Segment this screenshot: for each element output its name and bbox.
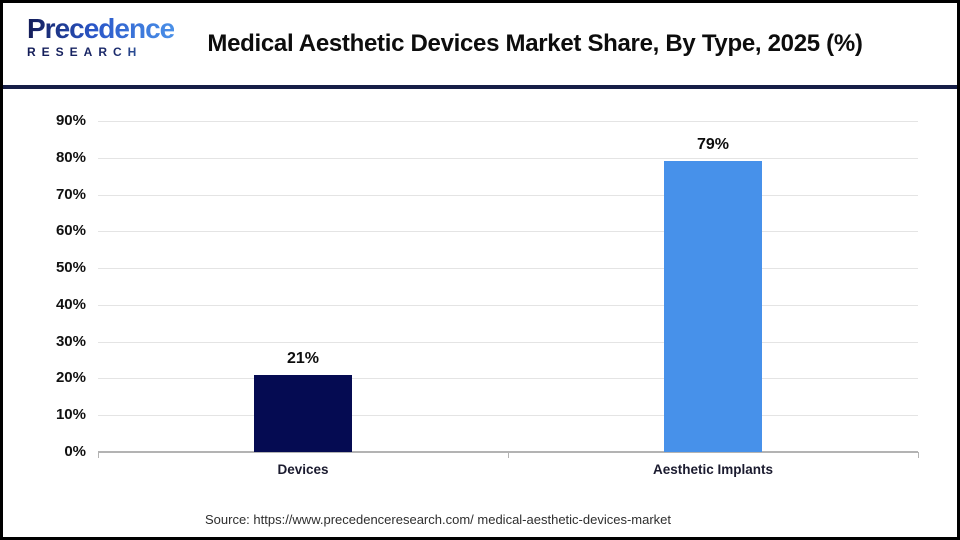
y-axis-tick-label: 40% [55,295,86,313]
y-axis-tick-label: 50% [55,259,86,277]
y-axis-tick-label: 70% [55,185,86,203]
header-divider [3,85,957,89]
gridline [98,231,918,233]
chart-section: 0% 10% 20% 30% 40% 50% 60% 70% 80% 90% 21% Devices 7… [3,89,957,537]
bar-value-label: 79% [696,136,730,154]
axis-tick-mark [507,452,509,458]
y-axis-tick-label: 80% [55,148,86,166]
y-axis-tick-label: 10% [55,406,86,424]
gridline [98,268,918,270]
y-axis-tick-label: 60% [55,222,86,240]
bar-value-label: 21% [286,349,320,367]
x-axis-category-label: Aesthetic Implants [652,462,774,477]
header: Precedence RESEARCH Medical Aesthetic De… [3,3,957,85]
gridline [98,341,918,343]
x-axis-category-label: Devices [277,462,329,477]
chart-title: Medical Aesthetic Devices Market Share, … [207,30,863,57]
gridline [98,304,918,306]
logo-subtitle: RESEARCH [27,46,174,58]
axis-tick-mark [917,452,919,458]
gridline [98,194,918,196]
axis-tick-mark [97,452,99,458]
bar [254,374,352,452]
gridline [98,415,918,417]
precedence-research-logo: Precedence RESEARCH [27,13,175,59]
y-axis-tick-label: 20% [55,369,86,387]
plot-area: 0% 10% 20% 30% 40% 50% 60% 70% 80% 90% 21% Devices 7… [56,112,919,477]
y-axis-tick-label: 0% [64,443,86,460]
bar [664,161,762,452]
source-text: Source: https://www.precedenceresearch.c… [204,512,672,527]
y-axis-tick-label: 30% [55,332,86,350]
gridline [98,157,918,159]
gridline [98,121,918,122]
y-axis-tick-label: 90% [55,112,86,129]
logo-wordmark: Precedence [27,13,175,44]
gridline [98,378,918,380]
